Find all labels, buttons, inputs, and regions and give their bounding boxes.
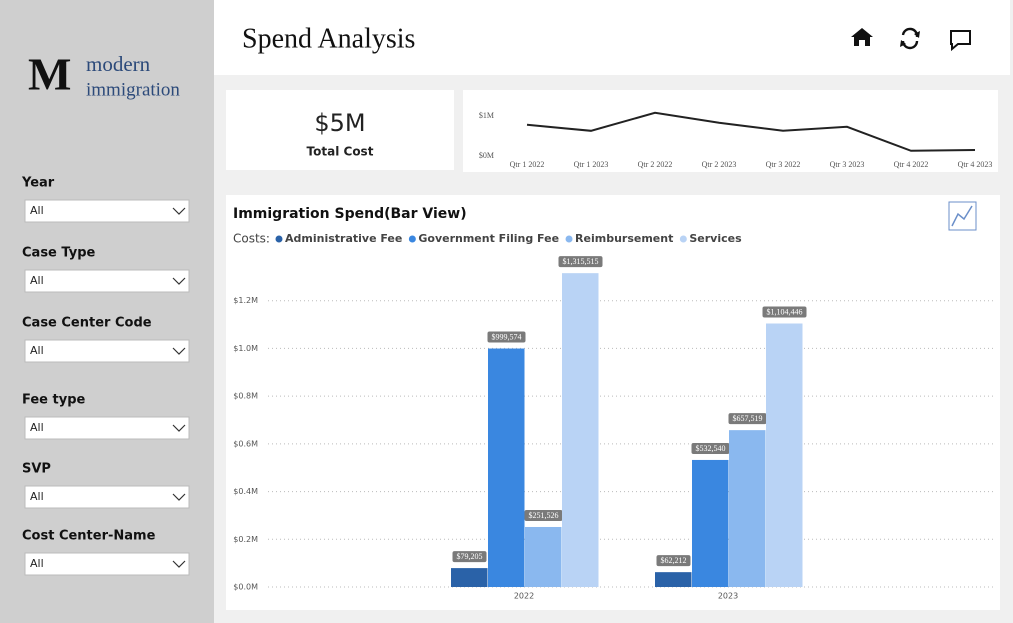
value-label-bg — [656, 555, 691, 567]
value-label-bg — [524, 509, 563, 521]
y-tick-label: $1.2M — [233, 296, 258, 305]
x-tick-label: Qtr 4 2022 — [894, 160, 929, 169]
value-label-bg — [728, 413, 767, 425]
value-label: $657,519 — [733, 414, 763, 423]
value-label: $532,540 — [696, 444, 726, 453]
filter-label: Year — [21, 176, 55, 191]
filter-label: Fee type — [22, 393, 86, 408]
value-label: $1,104,446 — [767, 307, 803, 316]
filter-value[interactable]: All — [30, 344, 44, 357]
kpi-value: $5M — [314, 109, 365, 137]
y-tick-label: $0.2M — [233, 535, 258, 544]
dropdown-chevron[interactable] — [172, 207, 186, 215]
value-label-bg — [487, 331, 526, 343]
bar — [729, 430, 766, 587]
bar — [562, 273, 599, 587]
home-shape[interactable] — [851, 28, 873, 46]
kpi-label: Total Cost — [307, 145, 374, 159]
legend-label: Administrative Fee — [285, 232, 402, 245]
y-tick-label: $0.0M — [233, 583, 258, 592]
bar-card — [226, 195, 1000, 610]
filter-value[interactable]: All — [30, 421, 44, 434]
filter-dropdown[interactable] — [24, 199, 190, 223]
bar — [655, 572, 692, 587]
x-tick-label: Qtr 4 2023 — [958, 160, 993, 169]
filter-value[interactable]: All — [30, 274, 44, 287]
x-tick-label: Qtr 1 2022 — [510, 160, 545, 169]
filter-dropdown[interactable] — [24, 552, 190, 576]
legend-label: Services — [689, 232, 742, 245]
logo-text: modern — [86, 52, 151, 76]
trend-line — [526, 111, 976, 152]
page-title: Spend Analysis — [242, 23, 415, 54]
filter-dropdown[interactable] — [24, 269, 190, 293]
value-label: $62,212 — [661, 556, 687, 565]
y-tick-label: $0.4M — [233, 487, 258, 496]
refresh-icon[interactable] — [900, 27, 920, 50]
y-tick-label: $0.8M — [233, 392, 258, 401]
kpi-card — [226, 90, 454, 170]
x-tick-label: Qtr 2 2023 — [702, 160, 737, 169]
value-label-bg — [452, 551, 487, 563]
value-label: $251,526 — [529, 511, 559, 520]
x-tick-label: Qtr 2 2022 — [638, 160, 673, 169]
trend-card — [463, 90, 998, 172]
filter-value[interactable]: All — [30, 557, 44, 570]
y-tick-label: $0M — [479, 151, 494, 160]
x-tick-label: Qtr 3 2023 — [830, 160, 865, 169]
y-tick-label: $0.6M — [233, 439, 258, 448]
value-label-bg — [558, 256, 603, 268]
value-label: $999,574 — [492, 332, 522, 341]
value-label-bg — [762, 306, 807, 318]
legend-label: Reimbursement — [575, 232, 673, 245]
bar-chart-title: Immigration Spend(Bar View) — [233, 206, 467, 222]
logo-text: immigration — [86, 79, 180, 100]
chart-type-icon[interactable] — [948, 201, 977, 231]
filter-value[interactable]: All — [30, 490, 44, 503]
filter-dropdown[interactable] — [24, 339, 190, 363]
x-tick-label: 2022 — [514, 592, 534, 601]
bar — [488, 348, 525, 587]
x-tick-label: Qtr 1 2023 — [574, 160, 609, 169]
dropdown-chevron[interactable] — [172, 493, 186, 501]
x-tick-label: 2023 — [718, 592, 738, 601]
sidebar — [0, 0, 214, 623]
legend-title: Costs: — [233, 232, 270, 246]
x-tick-label: Qtr 3 2022 — [766, 160, 801, 169]
dropdown-chevron[interactable] — [172, 560, 186, 568]
legend-dot — [275, 235, 283, 243]
dropdown-chevron[interactable] — [172, 277, 186, 285]
legend-dot — [408, 235, 416, 243]
filter-label: Cost Center-Name — [22, 529, 156, 544]
home-icon[interactable] — [851, 28, 873, 46]
refresh-arrow[interactable] — [900, 31, 920, 47]
value-label-bg — [691, 442, 730, 454]
bar — [766, 323, 803, 587]
filter-label: Case Type — [22, 246, 95, 261]
y-tick-label: $1.0M — [233, 344, 258, 353]
filter-dropdown[interactable] — [24, 416, 190, 440]
bar — [525, 526, 562, 587]
icon-frame[interactable] — [948, 201, 977, 231]
value-label: $1,315,515 — [563, 257, 599, 266]
icon-line[interactable] — [951, 205, 973, 227]
bar — [692, 459, 729, 587]
filter-dropdown[interactable] — [24, 485, 190, 509]
legend-dot — [679, 235, 687, 243]
filter-label: SVP — [22, 462, 51, 477]
dropdown-chevron[interactable] — [172, 347, 186, 355]
dropdown-chevron[interactable] — [172, 424, 186, 432]
logo-mark: M — [28, 49, 71, 100]
bar — [451, 568, 488, 587]
filter-value[interactable]: All — [30, 204, 44, 217]
value-label: $79,205 — [457, 552, 483, 561]
comment-icon[interactable] — [950, 30, 971, 52]
legend-dot — [565, 235, 573, 243]
legend-label: Government Filing Fee — [418, 232, 559, 245]
header — [214, 0, 1010, 75]
y-tick-label: $1M — [479, 111, 494, 120]
filter-label: Case Center Code — [22, 316, 152, 331]
